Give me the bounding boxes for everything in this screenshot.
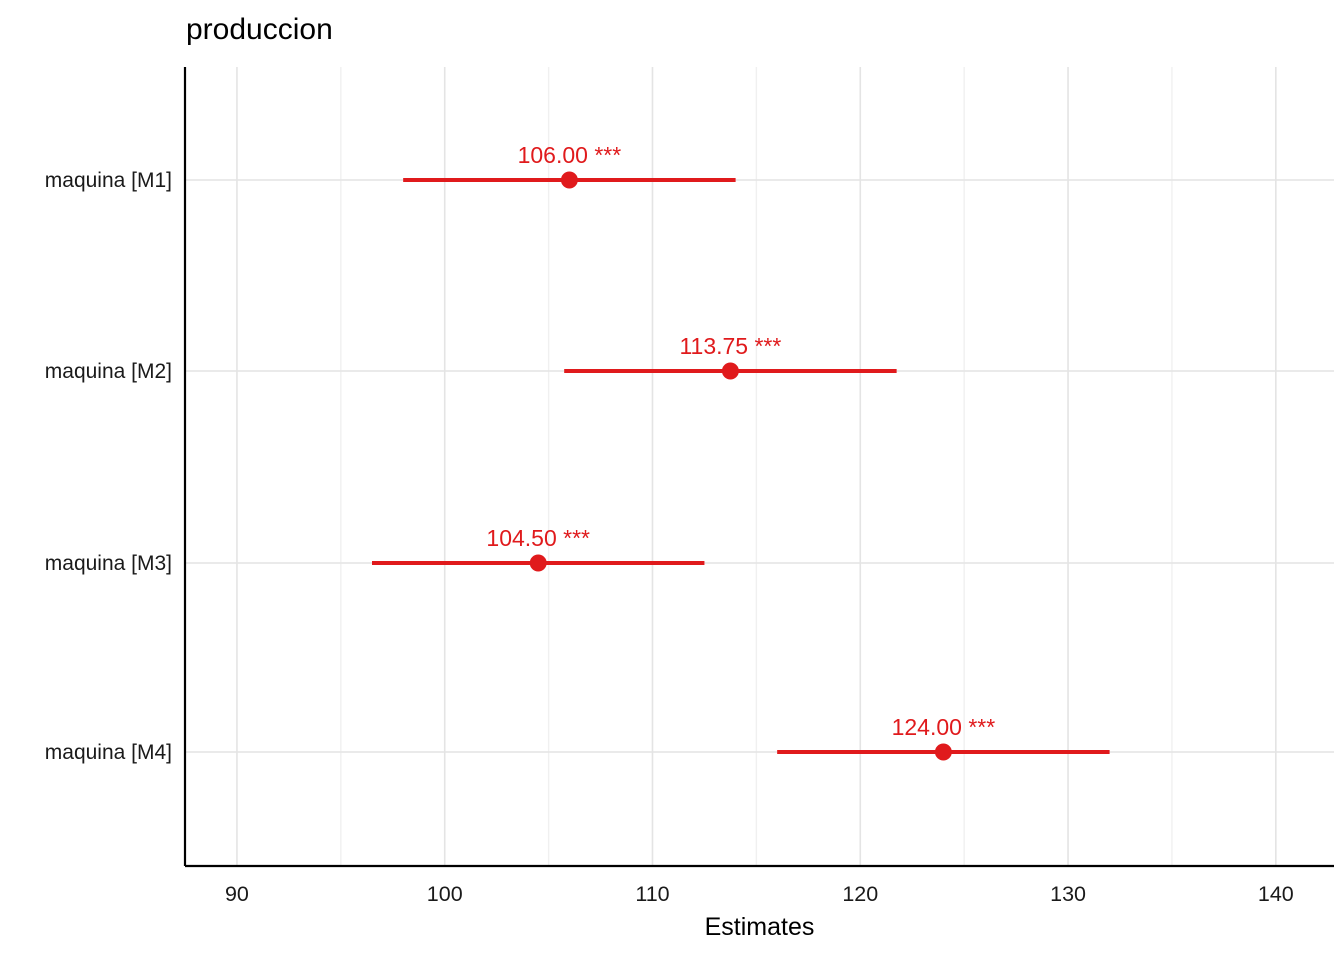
estimate-point [934,743,952,761]
y-category-label: maquina [M3] [45,552,172,575]
y-category-label: maquina [M2] [45,360,172,383]
x-tick-label: 130 [1050,882,1086,906]
estimate-value-label: 124.00 *** [892,714,996,740]
estimate-point [721,362,739,380]
estimate-point [560,171,578,189]
estimate-value-label: 106.00 *** [518,142,622,168]
x-tick-label: 90 [225,882,249,906]
estimate-value-label: 113.75 *** [679,333,781,359]
x-axis-title: Estimates [704,913,815,941]
y-category-label: maquina [M4] [45,741,172,764]
estimate-point [529,554,547,572]
estimate-value-label: 104.50 *** [486,525,590,551]
y-category-label: maquina [M1] [45,169,172,192]
x-tick-label: 110 [635,882,669,906]
x-tick-label: 140 [1258,882,1294,906]
x-tick-label: 120 [842,882,878,906]
chart-title: produccion [186,13,333,46]
x-tick-label: 100 [427,882,463,906]
